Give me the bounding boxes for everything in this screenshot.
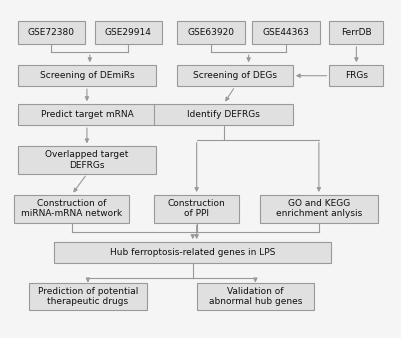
Text: Overlapped target
DEFRGs: Overlapped target DEFRGs bbox=[45, 150, 129, 170]
Text: Identify DEFRGs: Identify DEFRGs bbox=[187, 110, 260, 119]
FancyBboxPatch shape bbox=[330, 21, 383, 44]
FancyBboxPatch shape bbox=[18, 65, 156, 86]
Text: FerrDB: FerrDB bbox=[341, 28, 372, 37]
FancyBboxPatch shape bbox=[253, 21, 320, 44]
Text: Hub ferroptosis-related genes in LPS: Hub ferroptosis-related genes in LPS bbox=[110, 248, 275, 257]
FancyBboxPatch shape bbox=[54, 242, 331, 263]
FancyBboxPatch shape bbox=[330, 65, 383, 86]
FancyBboxPatch shape bbox=[177, 21, 245, 44]
Text: Construction
of PPI: Construction of PPI bbox=[168, 199, 225, 218]
Text: FRGs: FRGs bbox=[345, 71, 368, 80]
Text: Prediction of potential
therapeutic drugs: Prediction of potential therapeutic drug… bbox=[38, 287, 138, 306]
FancyBboxPatch shape bbox=[18, 104, 156, 125]
Text: GSE72380: GSE72380 bbox=[28, 28, 75, 37]
Text: Construction of
miRNA-mRNA network: Construction of miRNA-mRNA network bbox=[21, 199, 122, 218]
FancyBboxPatch shape bbox=[154, 104, 293, 125]
FancyBboxPatch shape bbox=[95, 21, 162, 44]
FancyBboxPatch shape bbox=[177, 65, 293, 86]
Text: GSE44363: GSE44363 bbox=[263, 28, 310, 37]
Text: Screening of DEmiRs: Screening of DEmiRs bbox=[40, 71, 134, 80]
Text: Predict target mRNA: Predict target mRNA bbox=[41, 110, 133, 119]
FancyBboxPatch shape bbox=[18, 146, 156, 174]
Text: Validation of
abnormal hub genes: Validation of abnormal hub genes bbox=[209, 287, 302, 306]
FancyBboxPatch shape bbox=[18, 21, 85, 44]
Text: Screening of DEGs: Screening of DEGs bbox=[193, 71, 277, 80]
Text: GSE29914: GSE29914 bbox=[105, 28, 152, 37]
FancyBboxPatch shape bbox=[196, 283, 314, 310]
Text: GSE63920: GSE63920 bbox=[188, 28, 235, 37]
Text: GO and KEGG
enrichment anlysis: GO and KEGG enrichment anlysis bbox=[276, 199, 362, 218]
FancyBboxPatch shape bbox=[154, 195, 239, 222]
FancyBboxPatch shape bbox=[260, 195, 378, 222]
FancyBboxPatch shape bbox=[14, 195, 129, 222]
FancyBboxPatch shape bbox=[29, 283, 147, 310]
